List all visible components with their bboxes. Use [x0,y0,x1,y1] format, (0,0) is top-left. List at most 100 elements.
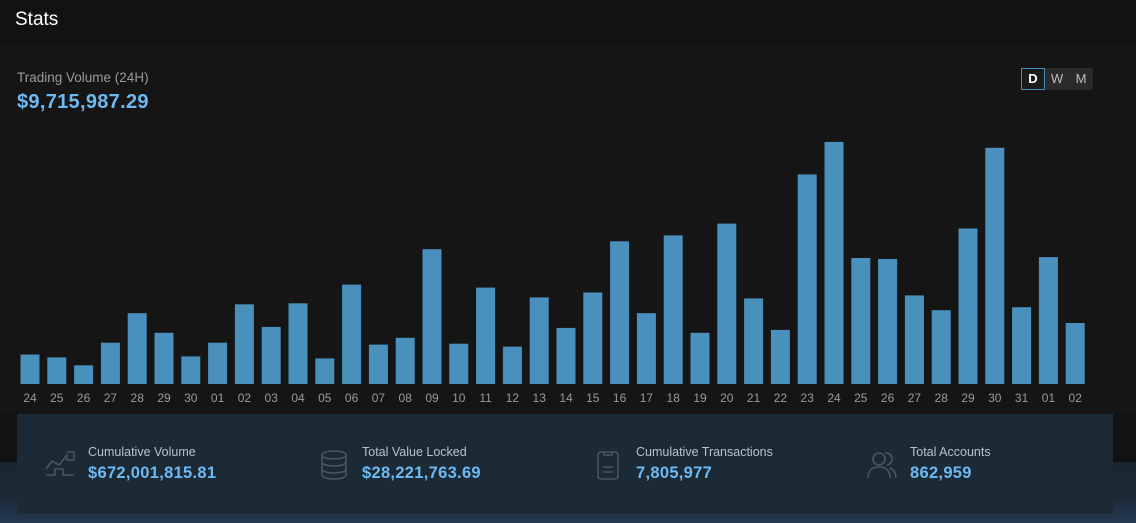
x-tick-label-10: 04 [291,391,305,405]
users-icon [867,452,897,479]
x-tick-label-33: 27 [908,391,922,405]
bar-30[interactable] [824,141,844,384]
clipboard-icon [597,451,619,480]
stat-value: $672,001,815.81 [88,464,217,482]
stat-total-value-locked: Total Value Locked $28,221,763.69 [291,414,565,514]
range-button-day[interactable]: D [1021,68,1045,90]
bar-31[interactable] [851,258,871,384]
x-tick-label-24: 18 [667,391,681,405]
trading-volume-label: Trading Volume (24H) [17,70,149,85]
x-tick-label-30: 24 [827,391,841,405]
bar-28[interactable] [770,329,790,384]
bar-25[interactable] [690,332,710,384]
x-tick-label-39: 02 [1069,391,1083,405]
x-tick-label-19: 13 [533,391,547,405]
stat-label: Cumulative Volume [88,445,196,459]
x-tick-label-27: 21 [747,391,761,405]
x-tick-label-26: 20 [720,391,734,405]
x-tick-label-31: 25 [854,391,868,405]
bar-17[interactable] [476,287,496,384]
stat-label: Total Value Locked [362,445,467,459]
bar-2[interactable] [74,365,94,384]
x-tick-label-36: 30 [988,391,1002,405]
bar-16[interactable] [449,343,469,384]
x-tick-label-32: 26 [881,391,895,405]
x-tick-label-16: 10 [452,391,466,405]
stat-total-accounts: Total Accounts 862,959 [839,414,1113,514]
bar-1[interactable] [47,357,67,384]
x-tick-label-11: 05 [318,391,332,405]
x-tick-label-8: 02 [238,391,252,405]
range-toggle: D W M [1021,68,1093,90]
stat-value: 7,805,977 [636,464,713,482]
page-title: Stats [15,9,59,30]
x-tick-label-38: 01 [1042,391,1056,405]
volume-bar-chart: 24 25 26 27 28 29 30 01 02 03 04 05 06 07 08 09 10 11 12 13… [20,141,1085,405]
stat-value: $28,221,763.69 [362,464,481,482]
x-tick-label-4: 28 [131,391,145,405]
x-tick-label-0: 24 [23,391,37,405]
bar-29[interactable] [797,174,817,384]
range-button-week[interactable]: W [1050,71,1064,86]
bar-35[interactable] [958,228,978,385]
bar-11[interactable] [315,358,335,384]
bar-22[interactable] [610,241,630,384]
x-tick-label-9: 03 [265,391,279,405]
bar-3[interactable] [100,342,120,384]
bar-6[interactable] [181,356,201,384]
database-icon [321,450,347,480]
bar-24[interactable] [663,235,683,384]
x-tick-label-5: 29 [157,391,171,405]
stat-cumulative-volume: Cumulative Volume $672,001,815.81 [17,414,291,514]
bar-21[interactable] [583,292,603,385]
bar-37[interactable] [1012,307,1032,384]
x-tick-label-20: 14 [559,391,573,405]
x-tick-label-13: 07 [372,391,386,405]
bar-15[interactable] [422,249,442,384]
bar-10[interactable] [288,303,308,384]
bar-19[interactable] [529,297,549,384]
x-tick-label-35: 29 [961,391,975,405]
stat-value: 862,959 [910,464,972,482]
stats-summary-bar: Cumulative Volume $672,001,815.81 Total … [17,414,1113,514]
bar-36[interactable] [985,147,1005,384]
stat-label: Total Accounts [910,445,991,459]
bar-39[interactable] [1065,323,1085,384]
bar-0[interactable] [20,354,40,385]
bar-8[interactable] [234,304,254,384]
bar-4[interactable] [127,313,147,384]
x-tick-label-7: 01 [211,391,225,405]
x-tick-label-17: 11 [479,391,492,405]
x-tick-label-25: 19 [693,391,707,405]
bar-26[interactable] [717,223,737,384]
bar-5[interactable] [154,332,174,384]
bar-23[interactable] [636,313,656,384]
bar-27[interactable] [744,298,764,384]
x-tick-label-22: 16 [613,391,627,405]
bar-32[interactable] [878,259,898,384]
trading-volume-value: $9,715,987.29 [17,91,149,113]
x-tick-label-1: 25 [50,391,64,405]
stat-label: Cumulative Transactions [636,445,773,459]
x-tick-label-23: 17 [640,391,654,405]
bar-18[interactable] [502,346,522,384]
x-tick-label-6: 30 [184,391,198,405]
stat-cumulative-transactions: Cumulative Transactions 7,805,977 [565,414,839,514]
bar-12[interactable] [342,284,362,384]
x-tick-label-37: 31 [1015,391,1029,405]
bar-34[interactable] [931,310,951,384]
cumulative-volume-icon [45,451,75,476]
bar-33[interactable] [904,295,924,384]
x-tick-label-28: 22 [774,391,788,405]
range-button-month[interactable]: M [1075,71,1087,86]
bar-38[interactable] [1038,257,1058,384]
bar-20[interactable] [556,327,576,384]
bar-14[interactable] [395,337,415,384]
x-tick-label-14: 08 [399,391,413,405]
bar-7[interactable] [208,342,228,384]
bar-13[interactable] [368,344,388,384]
x-tick-label-21: 15 [586,391,600,405]
bar-9[interactable] [261,326,281,384]
x-tick-label-18: 12 [506,391,520,405]
x-tick-label-34: 28 [935,391,949,405]
